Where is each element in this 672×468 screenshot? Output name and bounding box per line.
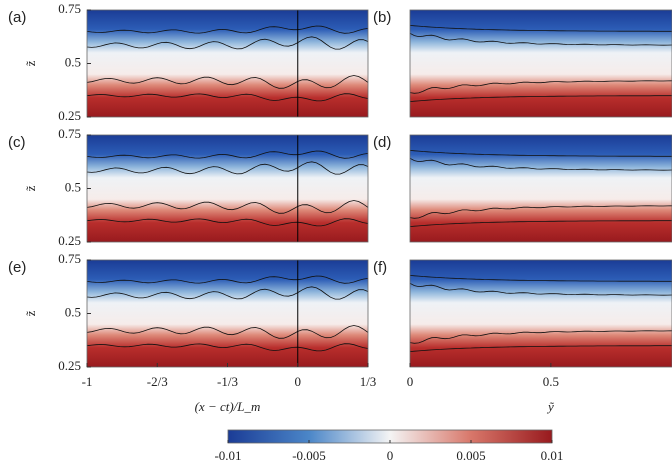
panel-label: (e) (8, 259, 26, 276)
field (410, 10, 672, 117)
y-tick-label: 0.5 (65, 54, 81, 69)
y-tick-label: 0.75 (58, 126, 81, 141)
x-tick-label: -1/3 (217, 374, 238, 389)
axes-frame (409, 259, 672, 368)
contour (86, 36, 369, 50)
contour (86, 218, 369, 227)
x-tick-label: 0 (407, 374, 414, 389)
contour (86, 325, 369, 339)
x-tick-label: 1/3 (360, 374, 377, 389)
y-axis-label: z̃ (23, 185, 38, 191)
field (87, 260, 368, 367)
colorbar-tick-label: -0.01 (214, 448, 241, 463)
panel-label: (f) (373, 259, 387, 276)
y-tick-label: 0.5 (65, 179, 81, 194)
x-axis-label: ỹ (546, 399, 555, 414)
y-tick-label: 0.25 (58, 108, 81, 123)
field (410, 260, 672, 367)
panel-label: (b) (373, 9, 391, 26)
x-tick-label: -2/3 (147, 374, 168, 389)
axes-frame (409, 134, 672, 243)
contour (86, 161, 369, 175)
contour (86, 150, 369, 159)
contour (86, 343, 369, 352)
contour (409, 330, 672, 344)
y-tick-label: 0.75 (58, 1, 81, 16)
x-axis-label: (x − ct)/L_m (195, 399, 261, 414)
colorbar-tick-label: -0.005 (292, 448, 326, 463)
contour (409, 220, 672, 227)
contour (409, 80, 672, 94)
y-tick-label: 0.25 (58, 233, 81, 248)
y-axis-label: z̃ (23, 310, 38, 316)
y-tick-label: 0.5 (65, 304, 81, 319)
field (87, 10, 368, 117)
panel-label: (c) (8, 134, 26, 151)
panel-label: (a) (8, 9, 26, 26)
y-tick-label: 0.25 (58, 358, 81, 373)
contour (86, 200, 369, 214)
contour (409, 25, 672, 32)
contour (86, 25, 369, 34)
contour (409, 282, 672, 296)
x-tick-label: 0.5 (543, 374, 559, 389)
contour (86, 93, 369, 102)
panel-label: (d) (373, 134, 391, 151)
contour (409, 345, 672, 352)
y-tick-label: 0.75 (58, 251, 81, 266)
field (87, 135, 368, 242)
y-axis-label: z̃ (23, 60, 38, 66)
contour (409, 32, 672, 46)
contour (86, 75, 369, 89)
contour (86, 275, 369, 284)
x-tick-label: 0 (295, 374, 302, 389)
axes-frame (409, 9, 672, 118)
contour (409, 205, 672, 219)
contour (409, 275, 672, 282)
colorbar-tick-label: 0.01 (541, 448, 564, 463)
x-tick-label: -1 (82, 374, 93, 389)
colorbar-tick-label: 0 (387, 448, 394, 463)
colorbar-tick-label: 0.005 (456, 448, 485, 463)
contour (409, 95, 672, 102)
field (410, 135, 672, 242)
contour (409, 150, 672, 157)
contour (409, 157, 672, 171)
contour (86, 286, 369, 300)
